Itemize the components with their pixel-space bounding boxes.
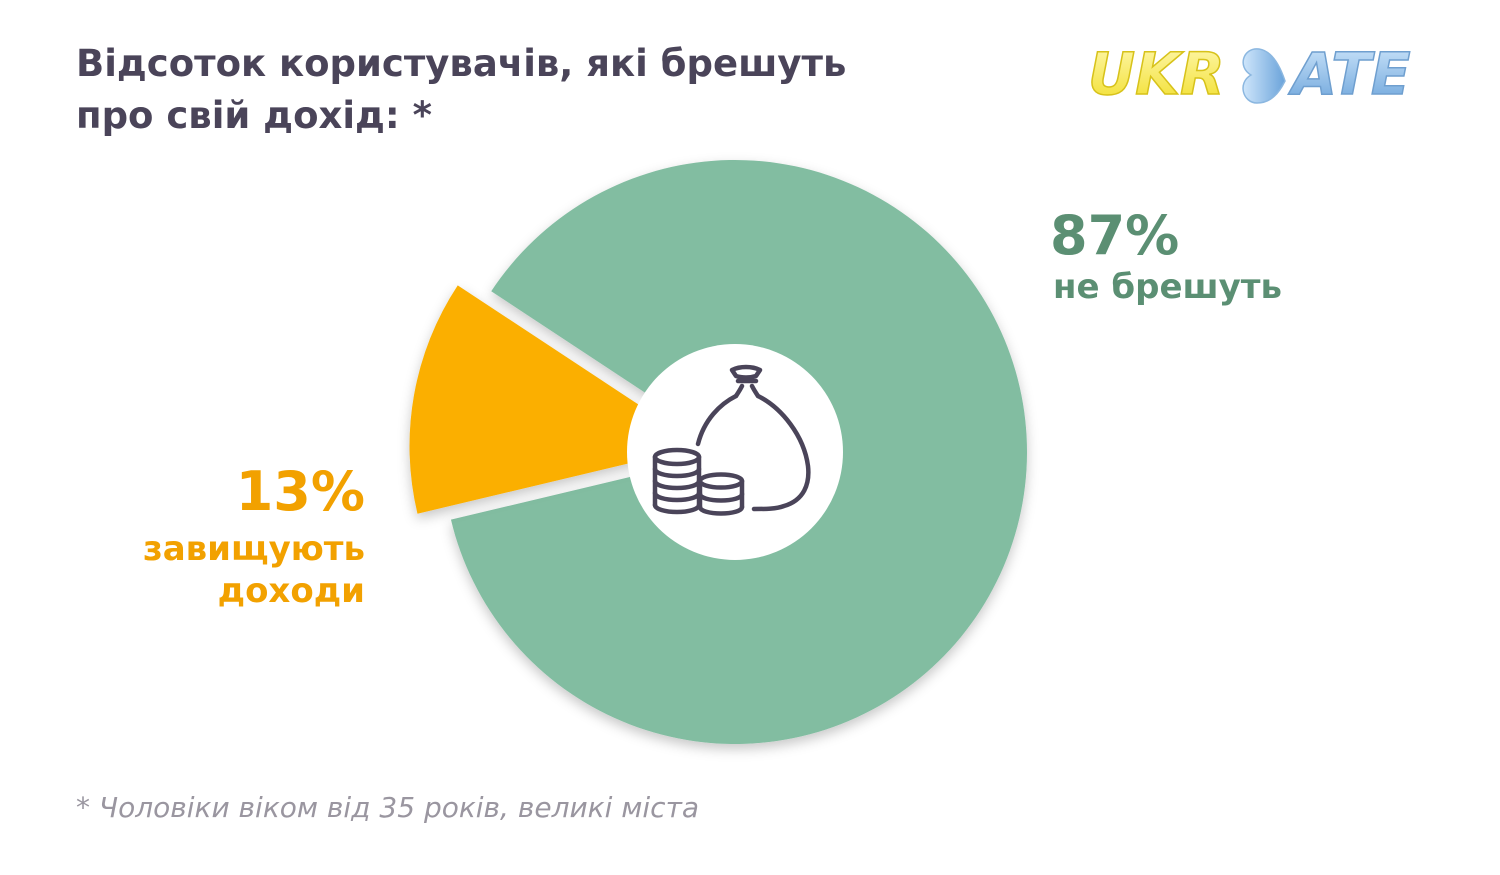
- chart-title: Відсоток користувачів, які брешуть про с…: [76, 38, 976, 142]
- slice-label-text-overstating-line-1: завищують: [142, 529, 365, 569]
- slice-label-text-overstating: завищують доходи: [85, 528, 365, 612]
- logo-text-left: UKR: [1088, 40, 1225, 108]
- slice-label-text-not-lying: не брешуть: [1053, 267, 1283, 307]
- money-bag-with-coins-icon: [652, 364, 811, 516]
- slice-label-percent-not-lying: 87%: [1050, 204, 1180, 267]
- heart-icon: [1242, 48, 1286, 104]
- slice-label-text-overstating-line-2: доходи: [217, 571, 365, 611]
- chart-title-line-2: про свій дохід: *: [76, 94, 432, 137]
- ukrdate-logo: UKR ATE: [1087, 39, 1411, 109]
- footnote: * Чоловіки віком від 35 років, великі мі…: [76, 791, 700, 824]
- chart-title-line-1: Відсоток користувачів, які брешуть: [76, 42, 847, 85]
- slice-label-percent-overstating: 13%: [235, 460, 365, 523]
- logo-text-right: ATE: [1288, 40, 1411, 108]
